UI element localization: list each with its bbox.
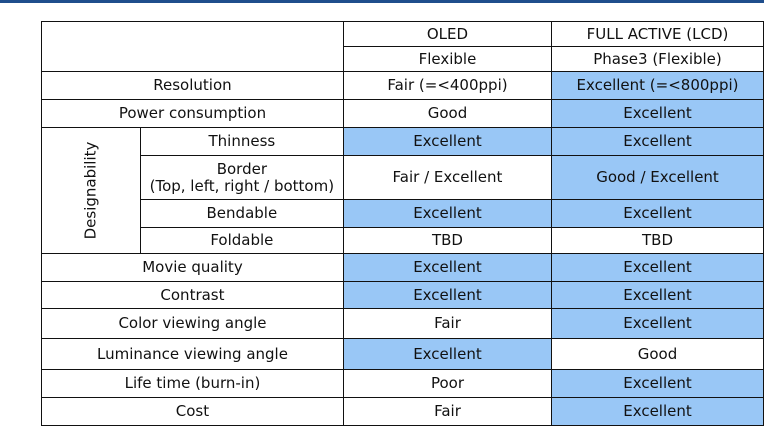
table-row: Cost Fair Excellent (41, 397, 764, 426)
oled-value: Fair (342, 308, 553, 339)
oled-value: Excellent (342, 199, 553, 228)
oled-value: TBD (342, 227, 553, 254)
lcd-value: TBD (551, 227, 764, 254)
lcd-value: Excellent (551, 281, 764, 309)
border-label-line2: (Top, left, right / bottom) (149, 176, 335, 195)
table-row: Power consumption Good Excellent (41, 99, 764, 128)
header-full-active: FULL ACTIVE (LCD) (551, 21, 764, 47)
border-label-line1: Border (216, 159, 267, 178)
row-label: Luminance viewing angle (41, 338, 344, 370)
table-row: Foldable TBD TBD (42, 227, 764, 254)
table-row: Border (Top, left, right / bottom) Fair … (42, 155, 764, 200)
table-row: Color viewing angle Fair Excellent (41, 308, 764, 339)
row-label: Bendable (139, 199, 344, 228)
oled-value: Excellent (342, 281, 553, 309)
row-label: Thinness (139, 127, 344, 156)
lcd-value: Excellent (551, 397, 764, 426)
header-row-1: OLED FULL ACTIVE (LCD) (41, 21, 764, 72)
oled-value: Fair / Excellent (342, 155, 553, 200)
designability-label: Designability (81, 141, 100, 240)
lcd-value: Excellent (551, 253, 764, 282)
oled-value: Fair (=<400ppi) (342, 71, 553, 100)
header-full-active-sub: Phase3 (Flexible) (551, 46, 764, 72)
table-row: Designability Thinness Excellent Excelle… (41, 127, 764, 254)
row-label: Power consumption (41, 99, 344, 128)
designability-group-cell: Designability (41, 127, 141, 254)
table-row: Movie quality Excellent Excellent (41, 253, 764, 282)
oled-value: Fair (342, 397, 553, 426)
row-label: Color viewing angle (41, 308, 344, 339)
row-label: Resolution (41, 71, 344, 100)
lcd-value: Excellent (551, 308, 764, 339)
lcd-value: Excellent (=<800ppi) (551, 71, 764, 100)
comparison-table: OLED FULL ACTIVE (LCD) Flexible Phase3 (… (41, 21, 764, 426)
lcd-value: Excellent (551, 127, 764, 156)
lcd-value: Good / Excellent (551, 155, 764, 200)
table-row: Bendable Excellent Excellent (42, 199, 764, 228)
lcd-value: Excellent (551, 369, 764, 398)
lcd-value: Good (551, 338, 764, 370)
oled-value: Poor (342, 369, 553, 398)
table-row: Luminance viewing angle Excellent Good (41, 338, 764, 370)
lcd-value: Excellent (551, 99, 764, 128)
oled-value: Good (342, 99, 553, 128)
top-accent-bar (0, 0, 764, 3)
header-oled: OLED (342, 21, 553, 47)
table-row: Life time (burn-in) Poor Excellent (41, 369, 764, 398)
row-label: Life time (burn-in) (41, 369, 344, 398)
row-label: Contrast (41, 281, 344, 309)
oled-value: Excellent (342, 127, 553, 156)
oled-value: Excellent (342, 253, 553, 282)
table-row: Contrast Excellent Excellent (41, 281, 764, 309)
row-label: Border (Top, left, right / bottom) (139, 155, 344, 200)
header-row-2: Flexible Phase3 (Flexible) (42, 46, 764, 72)
table-row: Resolution Fair (=<400ppi) Excellent (=<… (41, 71, 764, 100)
oled-value: Excellent (342, 338, 553, 370)
header-blank-cell (41, 21, 344, 72)
row-label: Cost (41, 397, 344, 426)
row-label: Foldable (139, 227, 344, 254)
lcd-value: Excellent (551, 199, 764, 228)
row-label: Movie quality (41, 253, 344, 282)
header-oled-sub: Flexible (342, 46, 553, 72)
